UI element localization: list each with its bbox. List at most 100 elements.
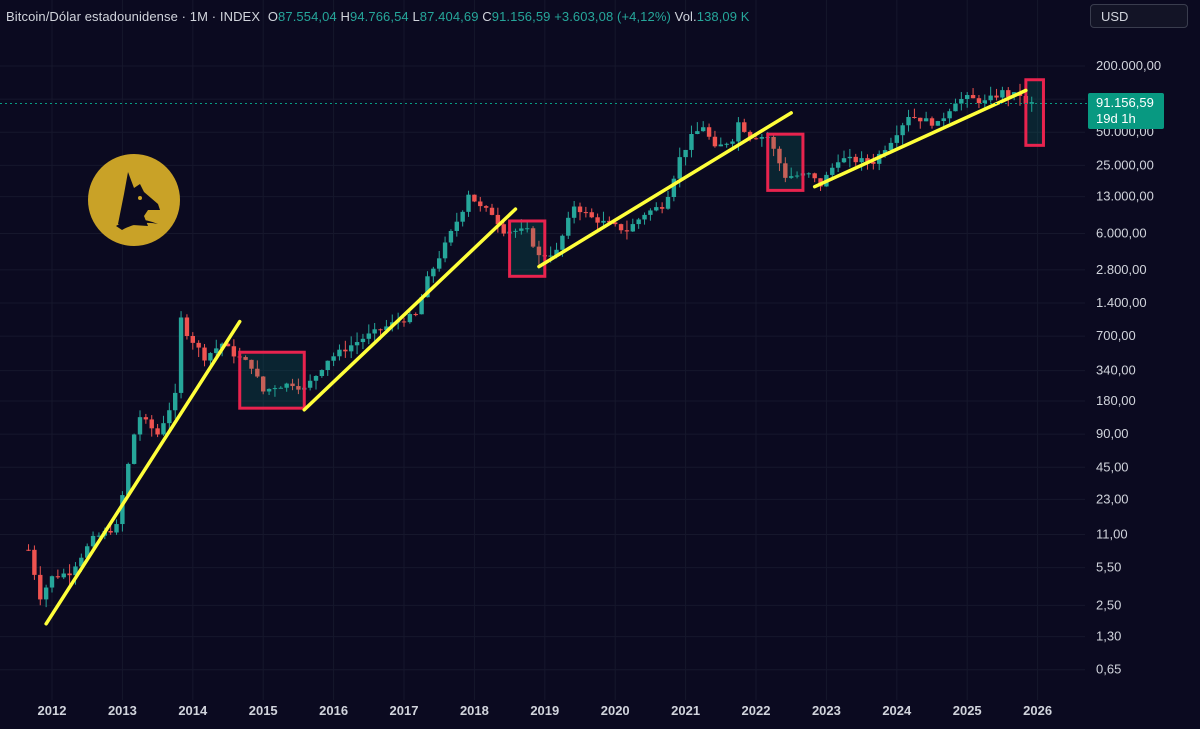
candles	[26, 83, 1034, 608]
candle	[343, 340, 348, 358]
candle-body	[261, 376, 266, 392]
candle	[789, 167, 794, 179]
candle-body	[360, 338, 366, 343]
candle	[683, 149, 688, 166]
candle-body	[689, 133, 694, 150]
candle-body	[659, 207, 665, 209]
candle	[847, 148, 853, 168]
candle	[196, 340, 201, 358]
time-tick-label: 2020	[601, 703, 630, 718]
candle-body	[208, 353, 213, 361]
candle	[190, 332, 195, 350]
highlight-boxes	[238, 78, 1045, 410]
candle-body	[589, 212, 594, 218]
candle	[812, 172, 817, 183]
candle-body	[554, 249, 559, 256]
candle-body	[577, 206, 583, 213]
candle	[442, 236, 448, 263]
candle	[571, 201, 577, 224]
currency-button[interactable]: USD	[1090, 4, 1188, 28]
candle	[835, 154, 841, 173]
candle-body	[595, 217, 600, 223]
candle-body	[442, 242, 448, 259]
candle-body	[771, 136, 776, 149]
candle	[43, 584, 49, 608]
price-tick-label: 340,00	[1096, 363, 1136, 378]
symbol-header: Bitcoin/Dólar estadounidense · 1M · INDE…	[6, 9, 750, 24]
candle-body	[923, 118, 929, 122]
candle-body	[706, 127, 712, 137]
candle-body	[671, 178, 677, 198]
candle-body	[636, 219, 641, 225]
candle	[354, 332, 360, 355]
time-tick-label: 2021	[671, 703, 700, 718]
candle-body	[466, 194, 471, 212]
candle	[783, 157, 788, 183]
candle	[689, 125, 694, 158]
candle-body	[530, 228, 536, 247]
candle	[49, 575, 55, 593]
candle-body	[266, 388, 272, 392]
candle	[149, 415, 154, 437]
candle-body	[1006, 90, 1011, 98]
candle-body	[378, 329, 383, 331]
candle	[272, 385, 278, 397]
candle	[290, 378, 295, 391]
candle	[577, 202, 583, 221]
candle-body	[161, 423, 166, 435]
candle-body	[953, 103, 958, 112]
candle	[401, 317, 407, 327]
candle	[178, 311, 184, 399]
open-label: O	[267, 9, 279, 24]
candle-body	[249, 359, 254, 369]
candle-body	[982, 100, 987, 104]
candle	[466, 190, 471, 217]
candle-body	[131, 434, 137, 464]
candle	[90, 531, 96, 549]
candle-body	[677, 157, 682, 179]
low-value: 87.404,69	[419, 9, 479, 24]
candle-body	[865, 158, 870, 162]
candle-body	[173, 392, 178, 411]
symbol-title[interactable]: Bitcoin/Dólar estadounidense · 1M · INDE…	[6, 9, 261, 24]
time-tick-label: 2023	[812, 703, 841, 718]
time-axis[interactable]: 2012 2013 2014 2015 2016 2017 2018 2019 2020 2021…	[38, 703, 1053, 718]
candle-body	[806, 173, 811, 175]
candle-body	[888, 142, 894, 151]
candle-body	[513, 230, 518, 232]
candle-body	[96, 535, 102, 537]
candle-body	[730, 141, 735, 144]
candle-body	[55, 576, 61, 578]
candle	[794, 171, 800, 179]
candle-body	[437, 258, 442, 269]
candle-body	[349, 345, 354, 352]
candle	[143, 413, 149, 424]
jackal-anubis-logo-icon	[88, 154, 180, 246]
candle-body	[343, 349, 348, 352]
high-label: H	[340, 9, 350, 24]
candle	[654, 202, 659, 212]
candle-body	[126, 463, 131, 496]
candle-body	[624, 230, 630, 232]
candle-body	[642, 214, 647, 220]
price-axis[interactable]: 200.000,00100.000,0050.000,0025.000,0013…	[1096, 58, 1161, 677]
candle	[706, 123, 712, 140]
candle-body	[871, 161, 876, 164]
candle	[894, 125, 899, 150]
candle-body	[912, 116, 917, 118]
price-tick-label: 13.000,00	[1096, 189, 1154, 204]
candle-body	[73, 566, 78, 576]
candle	[489, 203, 495, 216]
candle	[712, 130, 718, 148]
candle	[624, 220, 630, 240]
time-tick-label: 2013	[108, 703, 137, 718]
price-tick-label: 2,50	[1096, 597, 1121, 612]
candle-body	[695, 131, 700, 134]
candle	[472, 194, 477, 203]
candle	[589, 208, 594, 219]
candle-body	[835, 162, 841, 168]
candle-body	[85, 546, 90, 558]
trendline	[537, 111, 793, 269]
time-tick-label: 2018	[460, 703, 489, 718]
